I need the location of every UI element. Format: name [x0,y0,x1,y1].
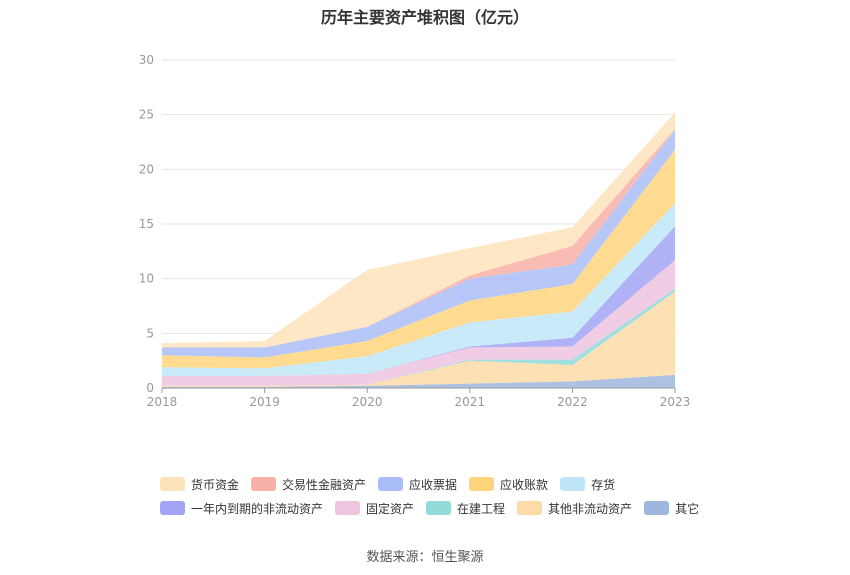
legend-item[interactable]: 其它 [644,500,699,517]
y-tick-label: 0 [146,381,154,395]
y-tick-label: 20 [139,162,154,176]
x-tick-label: 2020 [352,395,383,409]
y-tick-label: 30 [139,53,154,67]
area-series-5[interactable] [162,203,675,376]
legend-swatch [469,477,495,491]
area-series-0[interactable] [162,374,675,388]
legend-swatch [378,477,404,491]
legend-swatch [560,477,586,491]
y-tick-label: 10 [139,272,154,286]
legend-row: 一年内到期的非流动资产 固定资产 在建工程 其他非流动资产 其它 [160,496,720,520]
legend-label: 其他非流动资产 [548,501,633,516]
legend-item[interactable]: 交易性金融资产 [251,476,366,493]
source-note: 数据来源：恒生聚源 [366,550,484,565]
legend-label: 其它 [675,501,700,516]
legend-label: 存货 [591,477,616,492]
legend: 货币资金 交易性金融资产 应收票据 应收账款 存货一年内到期的非流动资产 固定资产 在建工程… [160,472,720,520]
legend-label: 应收票据 [409,477,458,492]
legend-swatch [517,501,543,515]
legend-item[interactable]: 固定资产 [335,500,414,517]
x-tick-label: 2021 [455,395,486,409]
legend-swatch [160,477,185,491]
legend-item[interactable]: 货币资金 [160,476,239,493]
axes: 0 5 10 15 20 25 30 2018 2019 2020 2021 2022 2023 [139,53,691,409]
legend-label: 应收账款 [500,477,549,492]
legend-item[interactable]: 其他非流动资产 [517,500,632,517]
legend-item[interactable]: 一年内到期的非流动资产 [160,500,323,517]
area-series-7[interactable] [162,130,675,358]
legend-item[interactable]: 存货 [560,476,615,493]
legend-label: 固定资产 [366,501,415,516]
chart-title: 历年主要资产堆积图（亿元） [320,8,529,27]
area-series-2[interactable] [162,288,675,386]
legend-swatch [335,501,361,515]
legend-item[interactable]: 应收账款 [469,476,548,493]
area-series-6[interactable] [162,149,675,369]
area-series-1[interactable] [162,291,675,387]
legend-swatch [160,501,185,515]
legend-label: 一年内到期的非流动资产 [191,501,324,516]
legend-label: 货币资金 [191,477,240,492]
x-tick-label: 2018 [147,395,178,409]
x-tick-label: 2023 [660,395,691,409]
area-series-layer [162,112,675,388]
legend-item[interactable]: 在建工程 [426,500,505,517]
legend-label: 交易性金融资产 [282,477,367,492]
y-tick-label: 5 [146,326,154,340]
legend-swatch [426,501,452,515]
legend-swatch [644,501,670,515]
legend-label: 在建工程 [457,501,506,516]
legend-item[interactable]: 应收票据 [378,476,457,493]
legend-swatch [251,477,277,491]
y-tick-label: 15 [139,217,154,231]
y-tick-label: 25 [139,108,154,122]
x-tick-label: 2022 [557,395,588,409]
x-tick-label: 2019 [249,395,280,409]
area-series-9[interactable] [162,112,675,348]
area-series-3[interactable] [162,260,675,386]
legend-row: 货币资金 交易性金融资产 应收票据 应收账款 存货 [160,472,720,496]
